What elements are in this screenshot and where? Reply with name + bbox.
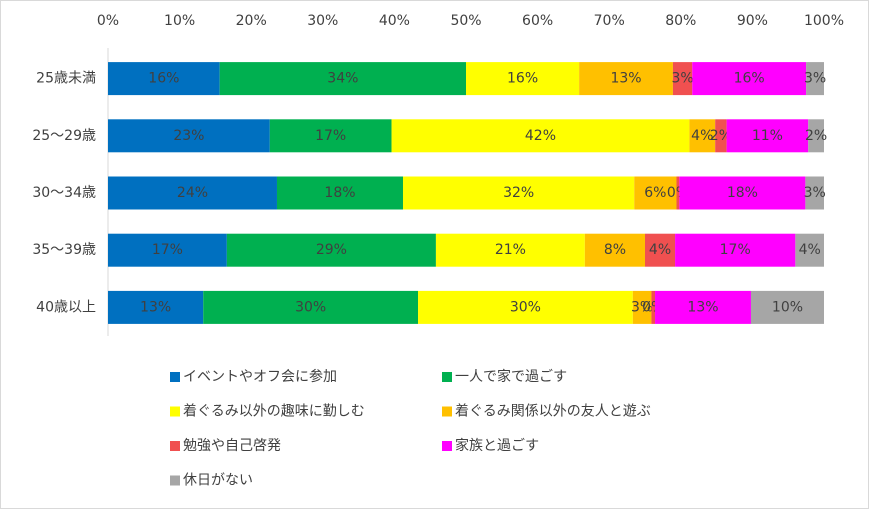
bar-segment [692,62,807,96]
value-label: 18% [727,185,758,201]
value-label: 17% [720,242,751,258]
bar-segment [808,119,824,153]
legend-label: 休日がない [183,473,253,489]
bar-segment [645,233,676,267]
bar-segment [108,62,220,96]
value-label: 17% [315,128,346,144]
value-label: 17% [152,242,183,258]
bar-segment [418,290,633,324]
value-label: 13% [140,299,171,315]
value-label: 29% [316,242,347,258]
bar-segment [750,290,824,324]
legend-label: 着ぐるみ以外の趣味に勤しむ [183,404,365,420]
value-label: 6% [644,185,666,201]
x-tick-label: 40% [379,13,410,29]
bar-segment [651,290,656,324]
value-label: 16% [507,71,538,87]
value-label: 13% [687,299,718,315]
value-label: 4% [649,242,671,258]
bar-segment [805,176,824,210]
value-label: 3% [804,71,826,87]
value-label: 30% [295,299,326,315]
y-tick-label: 30～34歳 [32,185,96,201]
value-label: 2% [805,128,827,144]
value-label: 24% [177,185,208,201]
legend-swatch [442,372,452,382]
bar-segment [726,119,809,153]
x-tick-label: 50% [450,13,481,29]
bar-segment [655,290,751,324]
x-tick-label: 70% [594,13,625,29]
value-label: 4% [799,242,821,258]
value-label: 16% [148,71,179,87]
bar-segment [402,176,635,210]
bar-segment [679,176,806,210]
bar-segment [795,233,824,267]
value-label: 18% [324,185,355,201]
x-tick-label: 30% [307,13,338,29]
legend-swatch [170,475,180,486]
bar-segment [715,119,727,153]
legend-swatch [170,406,180,417]
bar-segment [226,233,436,267]
y-tick-label: 25～29歳 [32,128,96,144]
value-label: 11% [752,128,783,144]
bar-segment [108,176,277,210]
value-label: 3% [631,299,653,315]
bar-segment [632,290,652,324]
bar-segment [269,119,392,153]
legend-swatch [170,372,180,382]
bar-segment [219,62,466,96]
bar-segment [466,62,580,96]
x-tick-label: 60% [522,13,553,29]
bar-segment [675,233,796,267]
legend-label: 一人で家で過ごす [455,368,567,385]
legend-swatch [442,406,452,417]
value-label: 30% [510,299,541,315]
value-label: 3% [804,185,826,201]
bar-segment [806,62,824,96]
value-label: 4% [691,128,713,144]
bar-segment [276,176,403,210]
bar-segment [203,290,419,324]
legend-label: 家族と過ごす [455,437,539,454]
value-label: 10% [772,299,803,315]
bar-segment [676,176,680,210]
value-label: 13% [610,71,641,87]
value-label: 42% [525,128,556,144]
bar-segment [108,233,227,267]
value-label: 2% [710,128,732,144]
x-tick-label: 100% [804,13,844,29]
legend-label: 着ぐるみ関係以外の友人と遊ぶ [455,404,651,420]
x-tick-label: 90% [737,13,768,29]
bar-segment [634,176,677,210]
value-label: 21% [495,242,526,258]
bar-segment [391,119,690,153]
y-tick-label: 35～39歳 [32,242,96,258]
bar-segment [584,233,645,267]
x-tick-label: 80% [665,13,696,29]
x-tick-label: 20% [236,13,267,29]
bar-segment [108,290,204,324]
bar-segment [579,62,673,96]
value-label: 3% [671,71,693,87]
legend-label: イベントやオフ会に参加 [183,368,337,385]
y-tick-label: 40歳以上 [36,299,96,315]
value-label: 8% [604,242,626,258]
legend-label: 勉強や自己啓発 [183,438,281,454]
bar-segment [672,62,693,96]
bar-segment [435,233,585,267]
x-tick-label: 0% [97,13,119,29]
legend-swatch [442,441,452,451]
legend-swatch [170,441,180,451]
x-tick-label: 10% [164,13,195,29]
value-label: 32% [503,185,534,201]
value-label: 16% [734,71,765,87]
bar-segment [689,119,716,153]
y-tick-label: 25歳未満 [36,71,96,87]
value-label: 23% [173,128,204,144]
bar-segment [108,119,270,153]
value-label: 34% [327,71,358,87]
